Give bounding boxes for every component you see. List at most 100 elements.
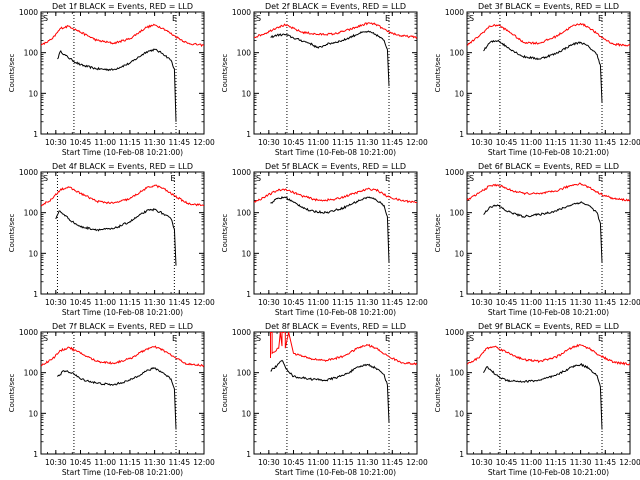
y-axis-label: Counts/sec <box>434 374 442 413</box>
y-tick-label: 10 <box>454 409 464 418</box>
chart-title: Det 3f BLACK = Events, RED = LLD <box>478 2 619 11</box>
end-marker-label: E <box>170 174 175 183</box>
x-tick-label: 10:30 <box>258 458 280 467</box>
chart-title: Det 5f BLACK = Events, RED = LLD <box>265 162 406 171</box>
y-tick-label: 1000 <box>19 328 38 337</box>
x-tick-label: 11:00 <box>94 458 116 467</box>
x-tick-label: 11:30 <box>144 458 166 467</box>
chart-title: Det 8f BLACK = Events, RED = LLD <box>265 322 406 331</box>
x-tick-label: 11:00 <box>520 458 542 467</box>
x-tick-label: 12:00 <box>619 298 640 307</box>
y-tick-label: 100 <box>237 369 252 378</box>
y-tick-label: 1 <box>246 450 251 459</box>
events-series-line <box>483 363 603 430</box>
y-axis-label: Counts/sec <box>434 54 442 93</box>
y-tick-label: 100 <box>24 369 39 378</box>
x-tick-label: 11:30 <box>144 138 166 147</box>
y-axis-label: Counts/sec <box>221 374 229 413</box>
plot-frame <box>253 11 418 135</box>
y-tick-label: 1000 <box>445 8 464 17</box>
chart-panel: Det 5f BLACK = Events, RED = LLD 1 10 100 10… <box>221 162 428 317</box>
chart-panel: Det 2f BLACK = Events, RED = LLD 1 10 100 10… <box>221 2 428 157</box>
y-tick-label: 100 <box>237 209 252 218</box>
x-axis-label: Start Time (10-Feb-08 10:21:00) <box>62 308 183 317</box>
x-tick-label: 12:00 <box>193 298 215 307</box>
y-tick-label: 1 <box>459 130 464 139</box>
chart-panel: Det 6f BLACK = Events, RED = LLD 1 10 100 10… <box>434 162 640 317</box>
events-series-line <box>57 48 177 122</box>
x-tick-label: 11:30 <box>570 138 592 147</box>
end-marker-label: E <box>598 174 603 183</box>
y-tick-label: 100 <box>450 369 465 378</box>
x-tick-label: 11:15 <box>332 298 354 307</box>
x-tick-label: 11:30 <box>570 458 592 467</box>
y-tick-label: 1000 <box>232 168 251 177</box>
y-tick-label: 1 <box>33 450 38 459</box>
x-tick-label: 10:45 <box>70 298 92 307</box>
x-tick-label: 12:00 <box>406 458 428 467</box>
start-marker-label: S <box>469 174 474 183</box>
x-tick-label: 12:00 <box>406 298 428 307</box>
x-tick-label: 11:00 <box>94 138 116 147</box>
lld-series-line <box>41 23 204 48</box>
events-series-line <box>483 39 603 103</box>
y-tick-label: 100 <box>237 49 252 58</box>
x-tick-label: 10:30 <box>258 298 280 307</box>
y-tick-label: 100 <box>450 209 465 218</box>
y-tick-label: 1000 <box>232 8 251 17</box>
x-axis-label: Start Time (10-Feb-08 10:21:00) <box>62 468 183 477</box>
events-series-line <box>55 208 177 266</box>
y-tick-label: 1 <box>459 290 464 299</box>
chart-panel: Det 7f BLACK = Events, RED = LLD 1 10 100 10… <box>8 322 215 477</box>
x-tick-label: 10:30 <box>471 458 493 467</box>
end-marker-label: E <box>172 14 177 23</box>
chart-panel: Det 9f BLACK = Events, RED = LLD 1 10 100 10… <box>434 322 640 477</box>
y-tick-label: 10 <box>28 409 38 418</box>
lld-series-line <box>41 345 204 368</box>
x-tick-label: 10:45 <box>70 138 92 147</box>
events-series-line <box>270 195 390 263</box>
y-axis-label: Counts/sec <box>221 54 229 93</box>
x-tick-label: 11:45 <box>594 138 616 147</box>
start-marker-label: S <box>43 334 48 343</box>
x-axis-label: Start Time (10-Feb-08 10:21:00) <box>488 468 609 477</box>
y-axis-label: Counts/sec <box>434 214 442 253</box>
x-tick-label: 11:30 <box>357 138 379 147</box>
x-tick-label: 11:45 <box>168 138 190 147</box>
y-tick-label: 1000 <box>445 328 464 337</box>
x-tick-label: 12:00 <box>619 458 640 467</box>
y-tick-label: 10 <box>241 409 251 418</box>
y-tick-label: 10 <box>454 249 464 258</box>
lld-series-line <box>467 22 630 47</box>
x-tick-label: 11:45 <box>381 138 403 147</box>
plot-frame <box>466 11 631 135</box>
x-tick-label: 11:15 <box>332 138 354 147</box>
x-tick-label: 12:00 <box>619 138 640 147</box>
x-tick-label: 11:45 <box>381 298 403 307</box>
y-tick-label: 100 <box>24 209 39 218</box>
y-tick-label: 1 <box>33 290 38 299</box>
x-tick-label: 10:30 <box>45 458 67 467</box>
y-tick-label: 1 <box>246 130 251 139</box>
x-tick-label: 11:15 <box>119 138 141 147</box>
plot-frame <box>40 171 205 295</box>
x-tick-label: 11:00 <box>307 458 329 467</box>
x-tick-label: 12:00 <box>406 138 428 147</box>
x-tick-label: 11:00 <box>94 298 116 307</box>
events-series-line <box>270 30 390 87</box>
start-marker-label: S <box>256 334 261 343</box>
lld-series-line <box>41 184 204 207</box>
x-tick-label: 11:15 <box>545 298 567 307</box>
y-tick-label: 1000 <box>19 168 38 177</box>
x-tick-label: 10:30 <box>471 298 493 307</box>
chart-panel: Det 3f BLACK = Events, RED = LLD 1 10 100 10… <box>434 2 640 157</box>
chart-title: Det 1f BLACK = Events, RED = LLD <box>52 2 193 11</box>
x-tick-label: 10:30 <box>45 298 67 307</box>
events-series-line <box>483 201 603 263</box>
x-tick-label: 10:30 <box>45 138 67 147</box>
y-axis-label: Counts/sec <box>8 54 16 93</box>
x-tick-label: 11:45 <box>594 298 616 307</box>
x-tick-label: 11:00 <box>307 138 329 147</box>
x-tick-label: 11:00 <box>520 298 542 307</box>
